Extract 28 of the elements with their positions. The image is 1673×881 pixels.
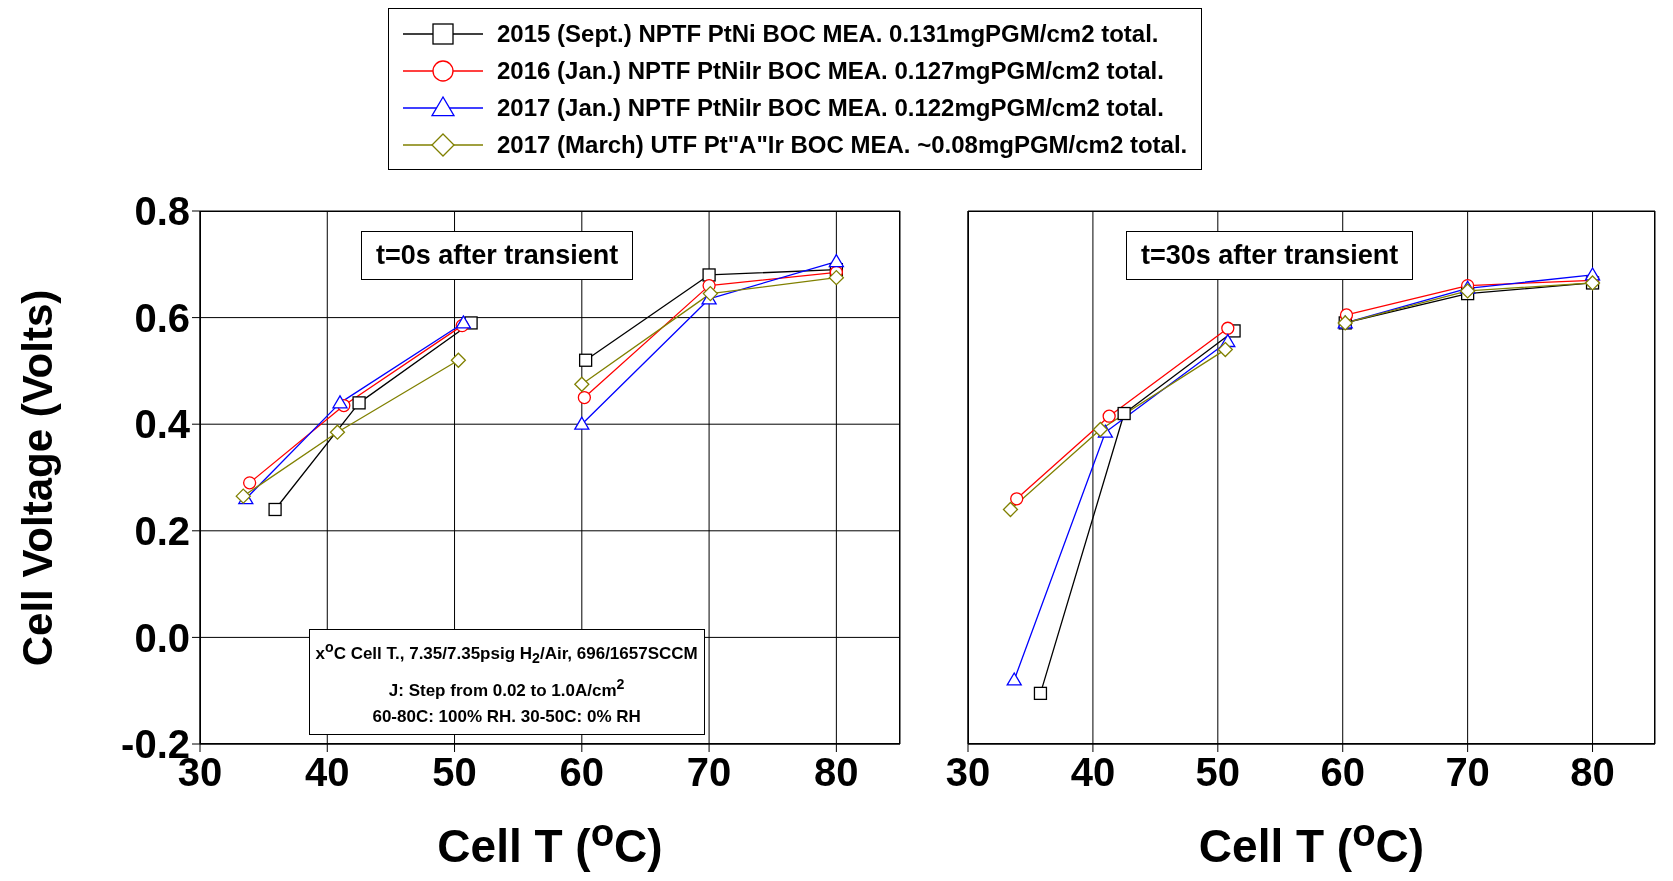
annotation: t=0s after transient [361,231,634,280]
legend-label: 2017 (Jan.) NPTF PtNiIr BOC MEA. 0.122mgPGM/cm2 total. [497,93,1164,123]
y-axis-title: Cell Voltage (Volts) [14,289,62,666]
annotation: x$^{o}$C Cell T., 7.35/7.35psig H$_{2}$/Air, 696/1657SCCM [315,638,698,669]
y-tick-label: 0.0 [134,615,190,660]
x-axis-title: Cell T ($^{o}$C) [436,811,664,874]
y-tick-label: 0.8 [134,189,190,234]
x-tick-label: 30 [945,750,991,795]
annotation: J: Step from 0.02 to 1.0A/cm$^{2}$ [387,675,626,703]
x-tick-label: 70 [1445,750,1490,795]
x-tick-label: 60 [1320,750,1365,795]
y-tick-label: 0.2 [134,509,190,553]
x-tick-label: 80 [814,750,859,795]
legend-label: 2015 (Sept.) NPTF PtNi BOC MEA. 0.131mgPGM/cm2 total. [497,19,1159,49]
x-tick-label: 50 [1195,750,1241,795]
x-axis-title: Cell T ($^{o}$C) [1197,811,1426,874]
x-tick-label: 40 [1070,750,1116,795]
legend-label: 2016 (Jan.) NPTF PtNiIr BOC MEA. 0.127mgPGM/cm2 total. [497,56,1164,86]
x-tick-label: 60 [559,750,605,795]
x-tick-label: 70 [686,750,732,795]
x-tick-label: 40 [305,750,350,795]
x-tick-label: 50 [432,750,477,795]
x-tick-label: 80 [1570,750,1615,795]
y-tick-label: 0.6 [134,295,190,340]
annotation: 60-80C: 100% RH. 30-50C: 0% RH [371,706,642,729]
annotation: t=30s after transient [1126,231,1414,280]
y-tick-label: 0.4 [134,402,191,447]
legend-label: 2017 (March) UTF Pt"A"Ir BOC MEA. ~0.08mgPGM/cm2 total. [497,130,1188,160]
